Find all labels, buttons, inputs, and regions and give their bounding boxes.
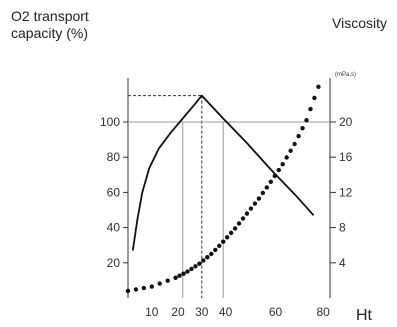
left-tick-label-20: 20	[107, 256, 121, 270]
viscosity-point	[272, 173, 277, 179]
viscosity-point	[292, 141, 297, 147]
viscosity-point	[125, 288, 131, 294]
viscosity-point	[316, 84, 321, 90]
viscosity-point	[177, 273, 182, 278]
x-axis-title: Ht	[356, 307, 372, 324]
viscosity-point	[236, 221, 242, 226]
viscosity-point	[304, 118, 309, 123]
left-tick-label-40: 40	[107, 221, 121, 235]
viscosity-point	[189, 266, 194, 272]
viscosity-point	[224, 235, 230, 240]
left-axis-title: O2 transport capacity (%)	[11, 8, 89, 41]
viscosity-point	[193, 264, 198, 269]
viscosity-point	[149, 284, 154, 289]
viscosity-point	[217, 243, 222, 248]
right-tick-label-4: 4	[339, 256, 346, 270]
viscosity-point	[264, 185, 270, 190]
left-tick-label-80: 80	[107, 150, 121, 164]
left-tick-label-100: 100	[100, 115, 120, 129]
viscosity-point	[197, 261, 202, 266]
viscosity-point	[228, 230, 234, 236]
viscosity-point	[276, 167, 281, 173]
viscosity-point	[201, 258, 206, 263]
left-tick-label-60: 60	[107, 185, 121, 199]
viscosity-point	[288, 148, 293, 153]
viscosity-point	[300, 125, 305, 131]
right-tick-label-20: 20	[339, 115, 353, 129]
viscosity-point	[232, 226, 238, 231]
viscosity-point	[280, 162, 285, 167]
viscosity-point	[133, 287, 139, 292]
x-tick-label-30: 30	[195, 305, 209, 319]
viscosity-point	[260, 190, 266, 196]
viscosity-point	[248, 206, 254, 211]
right-axis-unit: (mPa.s)	[335, 72, 356, 78]
viscosity-point	[256, 196, 262, 201]
x-tick-label-40: 40	[219, 305, 233, 319]
viscosity-point	[141, 285, 147, 291]
right-tick-label-12: 12	[339, 185, 353, 199]
x-tick-label-80: 80	[316, 305, 330, 319]
x-tick-label-10: 10	[145, 305, 159, 319]
viscosity-point	[252, 201, 258, 206]
viscosity-point	[308, 106, 313, 112]
viscosity-point	[268, 179, 273, 185]
viscosity-point	[165, 278, 170, 283]
viscosity-point	[185, 269, 190, 274]
viscosity-point	[181, 271, 186, 276]
viscosity-point	[213, 247, 218, 253]
viscosity-point	[244, 211, 250, 216]
viscosity-point	[209, 251, 214, 257]
x-tick-label-20: 20	[171, 305, 185, 319]
viscosity-point	[240, 216, 246, 221]
right-tick-label-16: 16	[339, 150, 353, 164]
viscosity-point	[312, 95, 317, 101]
viscosity-point	[157, 281, 162, 286]
right-tick-label-8: 8	[339, 221, 346, 235]
viscosity-point	[296, 133, 301, 139]
o2-transport-capacity-line	[131, 94, 315, 251]
viscosity-point	[284, 155, 289, 160]
x-tick-label-60: 60	[269, 305, 283, 319]
viscosity-point	[173, 275, 178, 280]
viscosity-point	[205, 255, 210, 260]
right-axis-title: Viscosity	[332, 15, 387, 31]
viscosity-point	[221, 239, 226, 244]
